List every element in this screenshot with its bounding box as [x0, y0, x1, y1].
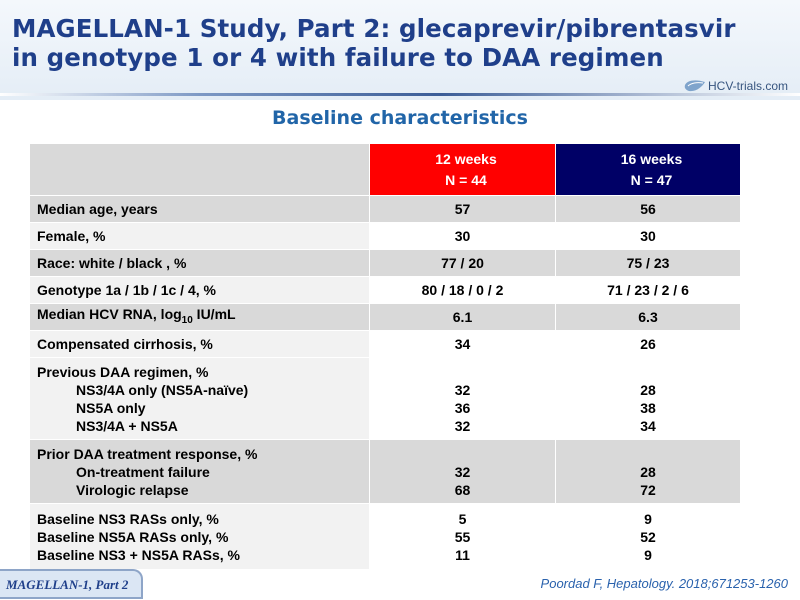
- sub-value: 28: [640, 463, 656, 480]
- table-heading: Baseline characteristics: [272, 107, 528, 129]
- baseline-characteristics-table: 12 weeks N = 44 16 weeks N = 47 Median a…: [29, 143, 741, 570]
- sub-value: 11: [455, 546, 470, 563]
- sub-value: 28: [640, 381, 656, 398]
- header-16-weeks-duration: 16 weeks: [620, 150, 683, 167]
- header-16-weeks: 16 weeks N = 47: [555, 143, 741, 196]
- sub-value: 9: [644, 546, 652, 563]
- header-12-weeks-n: N = 44: [445, 171, 487, 188]
- rna-label-subscript: 10: [181, 314, 193, 326]
- site-logo: HCV-trials.com: [684, 79, 788, 93]
- value-12-weeks: 32 36 32: [369, 357, 556, 440]
- sub-item-label: Baseline NS3 + NS5A RASs, %: [37, 546, 240, 563]
- sub-item-label: On-treatment failure: [76, 463, 210, 480]
- value-16-weeks: 71 / 23 / 2 / 6: [555, 276, 741, 304]
- value-12-weeks: 34: [369, 330, 556, 358]
- study-footer-label: MAGELLAN-1, Part 2: [6, 577, 129, 592]
- sub-value: 32: [454, 381, 471, 398]
- sub-value: 34: [640, 417, 656, 434]
- header-background: [0, 0, 800, 100]
- sub-value: 38: [640, 399, 656, 416]
- sub-item-label: Virologic relapse: [76, 481, 189, 498]
- value-12-weeks: 30: [369, 222, 556, 250]
- table-row: Median age, years 57 56: [29, 195, 741, 223]
- slide-title-line-2: in genotype 1 or 4 with failure to DAA r…: [12, 43, 664, 72]
- value-16-weeks: 6.3: [555, 303, 741, 331]
- table-row: Median HCV RNA, log10 IU/mL 6.1 6.3: [29, 303, 741, 331]
- sub-value: 72: [640, 481, 656, 498]
- row-label-prior-response: Prior DAA treatment response, % On-treat…: [29, 439, 370, 504]
- value-16-weeks: 28 72: [555, 439, 741, 504]
- sub-value: 9: [644, 510, 652, 527]
- value-16-weeks: 56: [555, 195, 741, 223]
- sub-value: 5: [458, 510, 467, 527]
- table-row: Previous DAA regimen, % NS3/4A only (NS5…: [29, 357, 741, 440]
- slide-title: MAGELLAN-1 Study, Part 2: glecaprevir/pi…: [12, 14, 736, 72]
- liver-logo-icon: [684, 80, 705, 92]
- sub-item-label: NS5A only: [76, 399, 146, 416]
- row-label-genotype: Genotype 1a / 1b / 1c / 4, %: [29, 276, 370, 304]
- site-logo-text: HCV-trials.com: [708, 79, 789, 93]
- table-row: Baseline NS3 RASs only, % Baseline NS5A …: [29, 503, 741, 570]
- row-label-cirrhosis: Compensated cirrhosis, %: [29, 330, 370, 358]
- slide-title-line-1: MAGELLAN-1 Study, Part 2: glecaprevir/pi…: [12, 14, 736, 43]
- value-16-weeks: 9 52 9: [555, 503, 741, 570]
- row-label-median-hcv-rna: Median HCV RNA, log10 IU/mL: [29, 303, 370, 331]
- sub-value: 68: [454, 481, 471, 498]
- title-divider: [0, 93, 800, 96]
- table-row: Prior DAA treatment response, % On-treat…: [29, 439, 741, 504]
- sub-value: 32: [454, 417, 471, 434]
- value-16-weeks: 75 / 23: [555, 249, 741, 277]
- value-16-weeks: 26: [555, 330, 741, 358]
- rna-label-suffix: IU/mL: [192, 305, 236, 322]
- row-label-previous-daa: Previous DAA regimen, % NS3/4A only (NS5…: [29, 357, 370, 440]
- group-heading: Prior DAA treatment response, %: [37, 445, 258, 462]
- row-label-female: Female, %: [29, 222, 370, 250]
- sub-item-label: NS3/4A + NS5A: [76, 417, 178, 434]
- header-16-weeks-n: N = 47: [630, 171, 673, 188]
- sub-item-label: Baseline NS3 RASs only, %: [37, 510, 219, 527]
- value-16-weeks: 28 38 34: [555, 357, 741, 440]
- value-12-weeks: 5 55 11: [369, 503, 556, 570]
- header-12-weeks: 12 weeks N = 44: [369, 143, 556, 196]
- table-header-row: 12 weeks N = 44 16 weeks N = 47: [29, 143, 741, 196]
- sub-value: 55: [454, 528, 471, 545]
- value-12-weeks: 57: [369, 195, 556, 223]
- sub-value: 32: [454, 463, 471, 480]
- table-row: Compensated cirrhosis, % 34 26: [29, 330, 741, 358]
- rna-label-prefix: Median HCV RNA, log: [37, 305, 182, 322]
- header-blank-cell: [29, 143, 370, 196]
- row-label-median-age: Median age, years: [29, 195, 370, 223]
- sub-value: 52: [640, 528, 656, 545]
- citation: Poordad F, Hepatology. 2018;671253-1260: [540, 576, 788, 591]
- value-12-weeks: 77 / 20: [369, 249, 556, 277]
- sub-item-label: Baseline NS5A RASs only, %: [37, 528, 229, 545]
- value-16-weeks: 30: [555, 222, 741, 250]
- sub-value: 36: [454, 399, 471, 416]
- sub-item-label: NS3/4A only (NS5A-naïve): [76, 381, 249, 398]
- row-label-baseline-ras: Baseline NS3 RASs only, % Baseline NS5A …: [29, 503, 370, 570]
- table-row: Race: white / black , % 77 / 20 75 / 23: [29, 249, 741, 277]
- value-12-weeks: 6.1: [369, 303, 556, 331]
- study-footer-tab: MAGELLAN-1, Part 2: [0, 569, 143, 599]
- header-12-weeks-duration: 12 weeks: [435, 150, 497, 167]
- group-heading: Previous DAA regimen, %: [37, 363, 209, 380]
- value-12-weeks: 80 / 18 / 0 / 2: [369, 276, 556, 304]
- table-row: Genotype 1a / 1b / 1c / 4, % 80 / 18 / 0…: [29, 276, 741, 304]
- value-12-weeks: 32 68: [369, 439, 556, 504]
- table-row: Female, % 30 30: [29, 222, 741, 250]
- row-label-race: Race: white / black , %: [29, 249, 370, 277]
